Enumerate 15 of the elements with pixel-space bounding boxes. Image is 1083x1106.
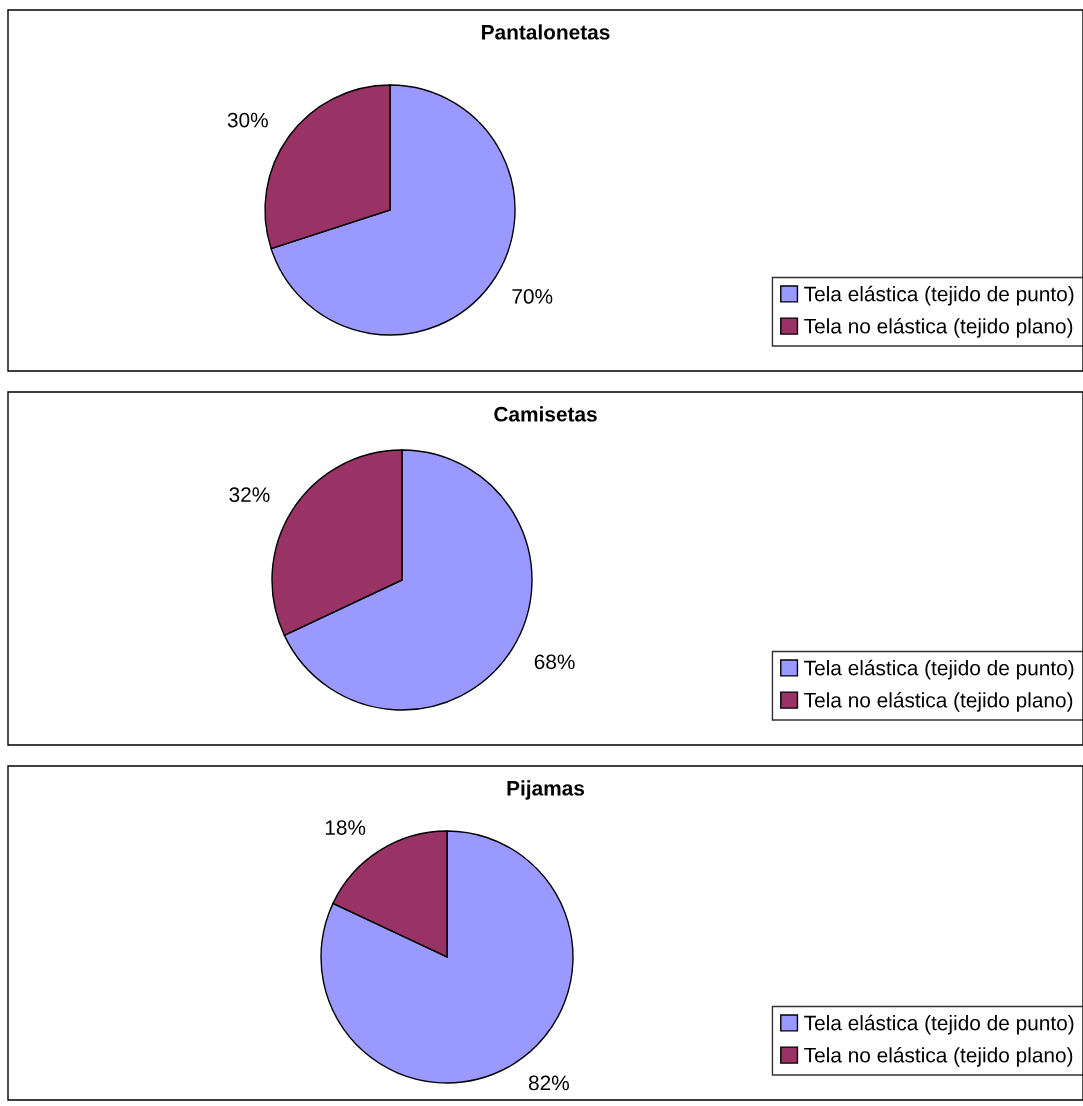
legend-label: Tela elástica (tejido de punto) <box>804 285 1074 306</box>
data-label: 32% <box>229 487 270 502</box>
data-label: 18% <box>325 820 366 835</box>
legend-label: Tela no elástica (tejido plano) <box>804 692 1073 712</box>
chart-title: Pijamas <box>507 780 585 800</box>
data-label: 82% <box>528 1075 569 1091</box>
data-label: 68% <box>534 654 575 670</box>
chart-title: Camisetas <box>494 406 597 422</box>
legend-label: Tela no elástica (tejido plano) <box>804 1047 1073 1067</box>
legend-label: Tela no elástica (tejido plano) <box>804 318 1073 338</box>
data-label: 30% <box>227 112 268 128</box>
legend-label: Tela elástica (tejido de punto) <box>804 659 1074 680</box>
chart-title: Pantalonetas <box>482 24 610 40</box>
legend-label: Tela elástica (tejido de punto) <box>804 1014 1074 1035</box>
data-label: 70% <box>512 289 553 304</box>
